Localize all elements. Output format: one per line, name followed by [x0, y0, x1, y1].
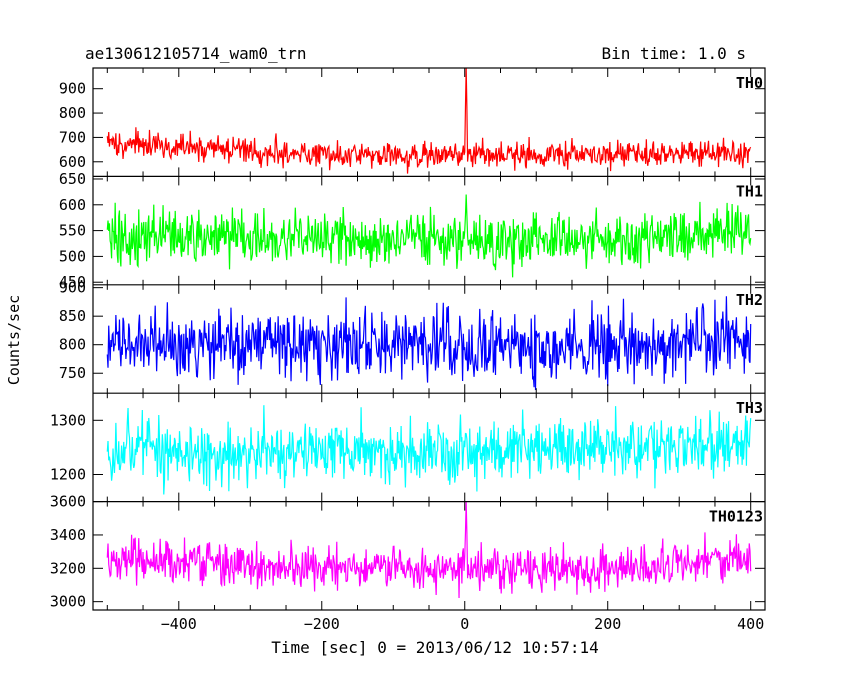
x-tick-label: 0: [460, 615, 469, 633]
y-tick-label: 3400: [50, 526, 86, 544]
y-tick-label: 850: [59, 307, 86, 325]
y-tick-label: 600: [59, 153, 86, 171]
series-line-th1: [106, 194, 752, 278]
x-axis-label: Time [sec] 0 = 2013/06/12 10:57:14: [271, 638, 599, 657]
y-tick-label: 900: [59, 279, 86, 297]
panel-name-th0: TH0: [736, 74, 763, 92]
y-tick-label: 800: [59, 336, 86, 354]
y-tick-label: 1200: [50, 466, 86, 484]
x-tick-label: 400: [737, 615, 764, 633]
y-tick-label: 900: [59, 80, 86, 98]
y-tick-label: 650: [59, 170, 86, 188]
series-line-th0123: [106, 501, 752, 599]
series-line-th0: [106, 67, 752, 174]
y-tick-label: 600: [59, 196, 86, 214]
y-tick-label: 1300: [50, 411, 86, 429]
y-tick-label: 500: [59, 247, 86, 265]
chart-title: ae130612105714_wam0_trn: [85, 44, 307, 63]
y-axis-label: Counts/sec: [5, 294, 23, 386]
panel-name-th1: TH1: [736, 182, 763, 200]
x-tick-label: 200: [594, 615, 621, 633]
y-tick-label: 800: [59, 104, 86, 122]
y-tick-label: 700: [59, 128, 86, 146]
y-tick-label: 3600: [50, 493, 86, 511]
panel-name-th2: TH2: [736, 291, 763, 309]
panel-name-th3: TH3: [736, 399, 763, 417]
series-line-th2: [106, 296, 752, 391]
panel-name-th0123: TH0123: [709, 508, 763, 526]
series-line-th3: [106, 405, 752, 495]
y-tick-label: 450: [59, 273, 86, 291]
y-tick-label: 3200: [50, 559, 86, 577]
y-tick-label: 750: [59, 364, 86, 382]
bin-time-label: Bin time: 1.0 s: [601, 44, 747, 63]
y-tick-label: 550: [59, 222, 86, 240]
y-tick-label: 3000: [50, 593, 86, 611]
x-tick-label: −400: [161, 615, 197, 633]
x-tick-label: −200: [304, 615, 340, 633]
